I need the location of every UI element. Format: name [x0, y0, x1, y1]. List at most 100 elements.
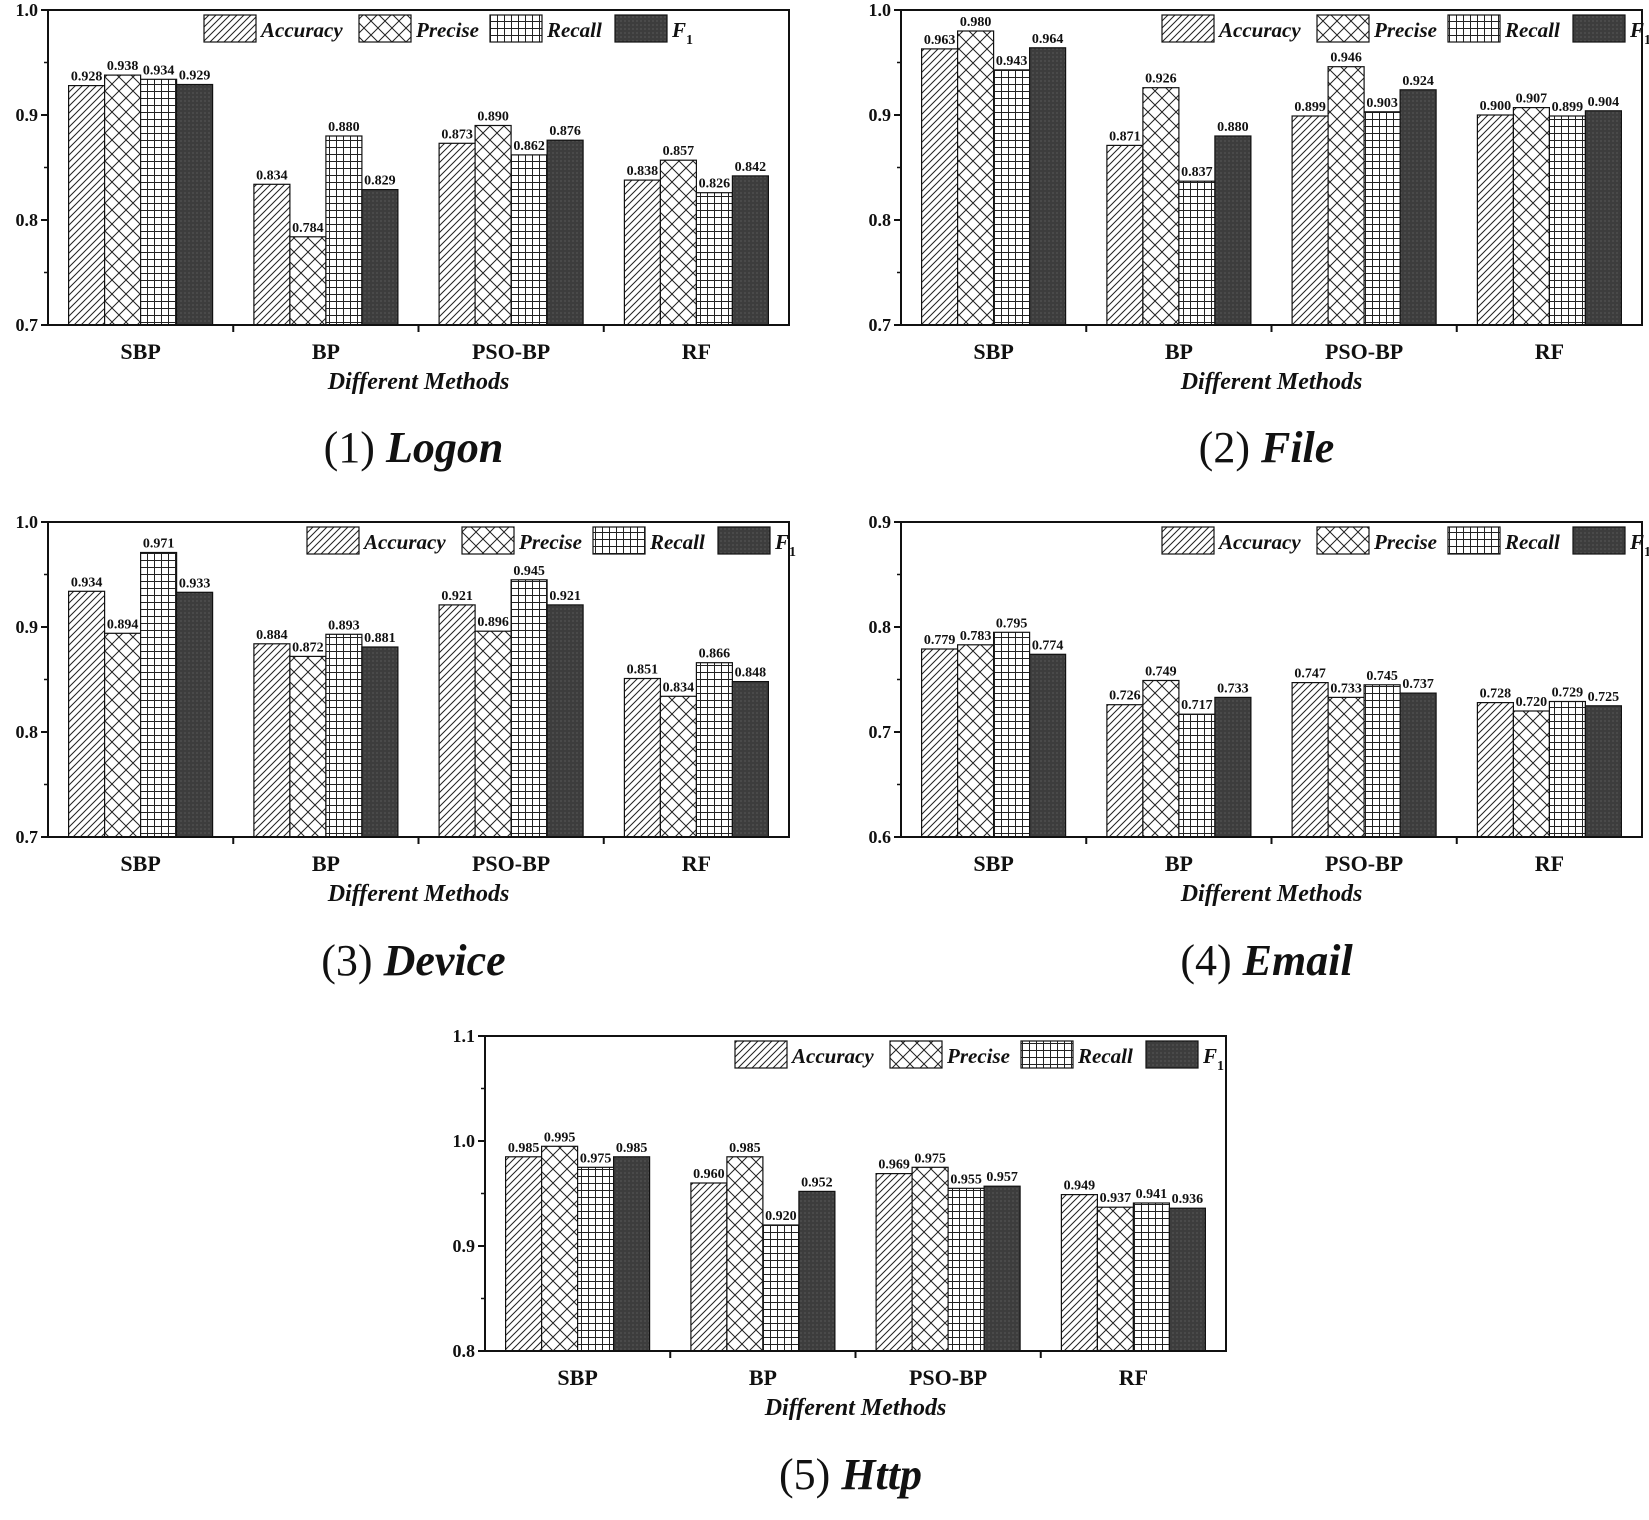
- legend-label-f1: F: [1629, 530, 1644, 554]
- bar-f1-pso-bp: [547, 140, 583, 325]
- caption-number: (2): [1199, 423, 1261, 472]
- legend-label-accuracy: Accuracy: [1217, 18, 1301, 42]
- legend-swatch-recall: [593, 527, 645, 554]
- data-label: 0.933: [179, 576, 211, 591]
- legend-swatch-precise: [1317, 527, 1369, 554]
- data-label: 0.881: [364, 631, 396, 646]
- bar-f1-pso-bp: [547, 605, 583, 837]
- bar-precise-sbp: [958, 31, 994, 325]
- x-tick-label: BP: [312, 339, 340, 364]
- data-label: 0.733: [1217, 681, 1249, 696]
- data-label: 0.779: [924, 633, 956, 648]
- data-label: 0.857: [663, 144, 695, 159]
- chart-panel-5: 0.9850.9600.9690.9490.9950.9850.9750.937…: [453, 1026, 1227, 1499]
- legend-swatch-f1: [615, 15, 667, 42]
- data-label: 0.783: [960, 629, 992, 644]
- x-tick-label: RF: [682, 339, 711, 364]
- bar-precise-rf: [1097, 1207, 1133, 1351]
- y-tick-label: 0.9: [869, 512, 892, 532]
- data-label: 0.975: [914, 1151, 946, 1166]
- x-tick-label: PSO-BP: [1325, 851, 1403, 876]
- data-label: 0.733: [1330, 681, 1362, 696]
- x-tick-label: RF: [1119, 1365, 1148, 1390]
- data-label: 0.838: [627, 164, 659, 179]
- legend-swatch-accuracy: [204, 15, 256, 42]
- chart-panel-4: 0.7790.7260.7470.7280.7830.7490.7330.720…: [869, 512, 1649, 985]
- data-label: 0.717: [1181, 698, 1213, 713]
- caption-name: Device: [383, 936, 506, 985]
- data-label: 0.784: [292, 221, 324, 236]
- bar-f1-pso-bp: [1400, 90, 1436, 325]
- data-label: 0.862: [513, 139, 545, 154]
- bar-recall-bp: [1179, 714, 1215, 837]
- bar-precise-bp: [727, 1157, 763, 1351]
- chart-panels: 0.9280.8340.8730.8380.9380.7840.8900.857…: [16, 0, 1649, 1499]
- bar-f1-rf: [1585, 706, 1621, 837]
- chart-caption: (2) File: [1199, 423, 1335, 472]
- data-label: 0.871: [1109, 129, 1141, 144]
- bar-recall-bp: [326, 634, 362, 837]
- data-label: 0.904: [1588, 95, 1620, 110]
- bar-recall-rf: [1549, 702, 1585, 838]
- data-label: 0.834: [256, 168, 288, 183]
- data-label: 0.971: [143, 537, 175, 552]
- data-label: 0.928: [71, 70, 103, 85]
- data-label: 0.725: [1588, 690, 1620, 705]
- bar-accuracy-rf: [1477, 115, 1513, 325]
- data-label: 0.957: [986, 1170, 1018, 1185]
- caption-name: File: [1260, 423, 1334, 472]
- data-label: 0.834: [663, 680, 695, 695]
- data-label: 0.745: [1366, 669, 1398, 684]
- legend-swatch-precise: [1317, 15, 1369, 42]
- chart-caption: (5) Http: [779, 1450, 922, 1499]
- bar-recall-pso-bp: [511, 580, 547, 837]
- bar-precise-sbp: [105, 633, 141, 837]
- legend-label-f1: F: [774, 530, 789, 554]
- legend-swatch-precise: [890, 1041, 942, 1068]
- bar-recall-rf: [1549, 116, 1585, 325]
- bar-accuracy-sbp: [69, 86, 105, 325]
- data-label: 0.866: [699, 647, 731, 662]
- bar-recall-bp: [1179, 181, 1215, 325]
- x-tick-label: BP: [1165, 339, 1193, 364]
- bar-f1-sbp: [614, 1157, 650, 1351]
- data-label: 0.960: [693, 1167, 725, 1182]
- caption-name: Email: [1242, 936, 1354, 985]
- data-label: 0.955: [950, 1172, 982, 1187]
- bar-recall-bp: [326, 136, 362, 325]
- bar-recall-sbp: [578, 1167, 614, 1351]
- bar-precise-sbp: [105, 75, 141, 325]
- bar-recall-pso-bp: [1364, 112, 1400, 325]
- x-axis-title: Different Methods: [1180, 881, 1363, 907]
- data-label: 0.920: [765, 1209, 797, 1224]
- bar-recall-rf: [1133, 1203, 1169, 1351]
- bar-accuracy-bp: [254, 644, 290, 837]
- caption-number: (4): [1180, 936, 1242, 985]
- data-label: 0.894: [107, 617, 139, 632]
- data-label: 0.980: [960, 15, 992, 30]
- data-label: 0.900: [1480, 99, 1512, 114]
- y-tick-label: 0.8: [16, 210, 39, 230]
- data-label: 0.737: [1402, 677, 1434, 692]
- x-tick-label: BP: [1165, 851, 1193, 876]
- x-tick-label: BP: [312, 851, 340, 876]
- legend-label-f1: F: [1629, 18, 1644, 42]
- x-tick-label: PSO-BP: [472, 851, 550, 876]
- bar-accuracy-rf: [624, 679, 660, 838]
- legend-swatch-recall: [1021, 1041, 1073, 1068]
- y-tick-label: 0.8: [869, 210, 892, 230]
- legend-swatch-f1: [1146, 1041, 1198, 1068]
- bar-f1-sbp: [1030, 48, 1066, 325]
- bar-precise-rf: [1513, 108, 1549, 325]
- data-label: 0.851: [627, 663, 659, 678]
- x-tick-label: PSO-BP: [472, 339, 550, 364]
- legend-label-precise: Precise: [1373, 18, 1437, 42]
- x-tick-label: SBP: [973, 851, 1013, 876]
- caption-number: (1): [324, 423, 386, 472]
- legend-swatch-f1: [718, 527, 770, 554]
- data-label: 0.941: [1136, 1187, 1168, 1202]
- x-tick-label: SBP: [557, 1365, 597, 1390]
- data-label: 0.728: [1480, 687, 1512, 702]
- data-label: 0.837: [1181, 165, 1213, 180]
